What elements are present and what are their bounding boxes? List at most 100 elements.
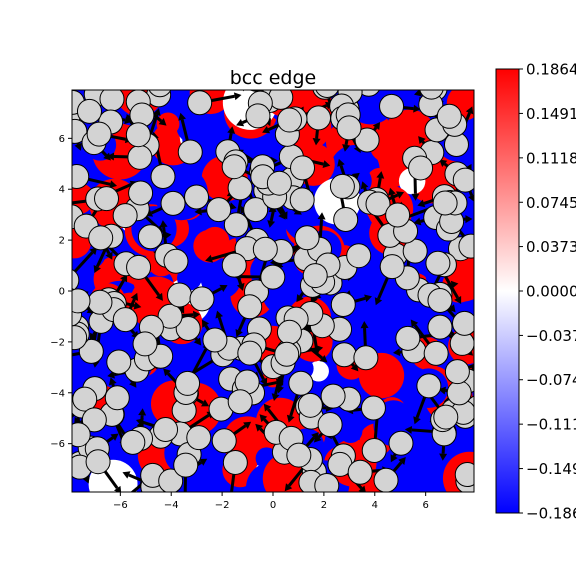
arrow-head xyxy=(158,117,167,126)
atom-marker xyxy=(419,90,444,100)
displacement-arrow xyxy=(366,68,369,84)
arrow-head xyxy=(64,315,71,323)
atom-marker xyxy=(346,243,372,269)
colorbar-tick-label: −0.1118 xyxy=(526,416,576,434)
arrow-head xyxy=(235,328,243,337)
atom-marker xyxy=(315,90,339,99)
arrow-head xyxy=(122,471,131,479)
atom-marker xyxy=(252,236,278,262)
arrow-head xyxy=(482,451,490,459)
arrow-head xyxy=(85,73,92,81)
arrow-head xyxy=(263,403,272,412)
atom-marker xyxy=(353,345,379,371)
atom-marker xyxy=(433,404,459,430)
atom-marker xyxy=(294,225,320,251)
arrow-head xyxy=(62,456,70,463)
atom-marker xyxy=(150,163,176,189)
atom-marker xyxy=(106,349,132,375)
x-tick-label: 0 xyxy=(270,500,276,511)
atom-marker xyxy=(112,307,138,333)
atom-marker xyxy=(365,191,391,217)
arrow-head xyxy=(108,377,117,386)
atom-marker xyxy=(379,254,405,280)
arrow-head xyxy=(360,181,369,190)
x-tick-label: −6 xyxy=(113,500,128,511)
atom-marker xyxy=(373,467,399,492)
atom-marker xyxy=(347,459,373,485)
atom-marker xyxy=(317,412,343,438)
arrow-head xyxy=(262,126,271,134)
colorbar-gradient xyxy=(495,68,520,514)
arrow-head xyxy=(315,344,324,353)
arrow-head xyxy=(260,377,268,386)
atom-marker xyxy=(120,429,146,455)
colorbar-tick-label: −0.1491 xyxy=(526,460,576,478)
atom-marker xyxy=(202,327,228,353)
arrow-head xyxy=(58,406,66,414)
atom-marker xyxy=(379,93,405,119)
arrow-head xyxy=(105,251,113,260)
arrow-head xyxy=(342,144,351,152)
arrow-head xyxy=(153,108,161,117)
arrow-head xyxy=(376,171,385,179)
arrow-head xyxy=(159,220,168,228)
arrow-head xyxy=(236,282,245,291)
atom-marker xyxy=(333,207,359,233)
arrow-head xyxy=(133,301,142,310)
arrow-head xyxy=(372,121,381,131)
y-axis: 6 4 2 0 −2 −4 −6 xyxy=(50,134,72,450)
arrow-head xyxy=(337,158,345,167)
displacement-arrow xyxy=(478,407,498,416)
arrow-head xyxy=(181,491,188,492)
arrow-head xyxy=(149,58,157,66)
arrow-head xyxy=(284,483,293,492)
arrow-head xyxy=(360,321,369,329)
atom-marker xyxy=(245,103,271,129)
arrow-head xyxy=(201,399,210,407)
atom-marker xyxy=(302,263,328,289)
atom-marker xyxy=(290,155,316,181)
atom-marker xyxy=(72,386,98,412)
arrow-head xyxy=(454,295,462,305)
atom-marker xyxy=(427,314,453,340)
arrow-head xyxy=(479,377,486,385)
arrow-head xyxy=(178,112,186,121)
arrow-head xyxy=(267,220,276,228)
displacement-arrow xyxy=(72,251,94,277)
atom-marker xyxy=(153,416,179,442)
atom-marker xyxy=(128,180,154,206)
atom-marker xyxy=(87,289,113,315)
atom-marker xyxy=(160,190,186,216)
arrow-head xyxy=(296,294,304,303)
atom-marker xyxy=(148,90,172,98)
arrow-head xyxy=(374,297,383,306)
atom-marker xyxy=(125,122,151,148)
atom-marker xyxy=(221,252,247,278)
arrow-head xyxy=(351,172,360,181)
atom-marker xyxy=(446,380,472,406)
field-patch xyxy=(193,229,227,263)
atom-marker xyxy=(72,288,91,314)
arrow-head xyxy=(417,199,426,208)
arrow-head xyxy=(155,292,163,301)
atom-marker xyxy=(266,170,292,196)
atom-marker xyxy=(388,430,414,456)
atom-marker xyxy=(189,286,215,312)
arrow-head xyxy=(138,408,147,416)
atom-marker xyxy=(408,155,434,181)
atom-marker xyxy=(72,325,88,351)
arrow-head xyxy=(106,152,115,161)
arrow-head xyxy=(64,351,72,359)
arrow-head xyxy=(280,211,288,220)
arrow-head xyxy=(259,414,268,423)
arrow-head xyxy=(130,292,139,301)
atom-marker xyxy=(223,212,249,238)
arrow-head xyxy=(192,310,201,319)
arrow-head xyxy=(465,106,474,115)
arrow-head xyxy=(227,126,236,134)
arrow-head xyxy=(113,485,122,492)
arrow-head xyxy=(120,274,128,283)
atom-marker xyxy=(132,331,158,357)
atom-marker xyxy=(126,254,152,280)
arrow-head xyxy=(345,77,353,85)
